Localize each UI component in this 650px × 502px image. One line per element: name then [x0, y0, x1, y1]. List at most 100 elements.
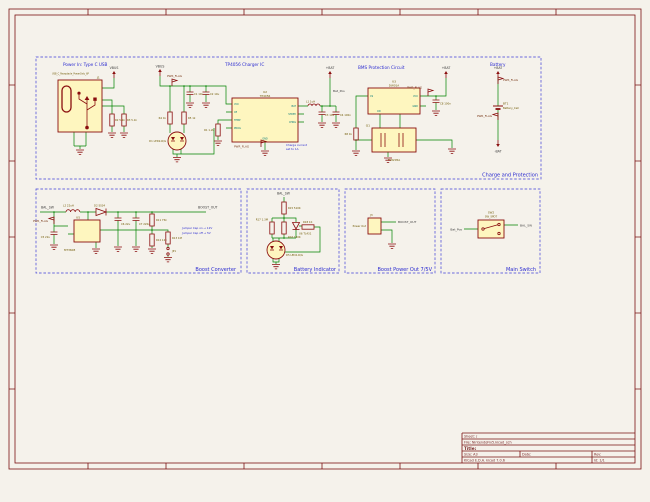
resistor-r4[interactable]: [167, 111, 173, 125]
battery-cell-symbol[interactable]: BT1 Battery_Cell: [493, 102, 519, 110]
resistor-r15[interactable]: [281, 201, 287, 215]
resistor-r11[interactable]: [149, 213, 155, 227]
indicator-led-symbol[interactable]: D5 LED2-R/G: [266, 240, 303, 260]
resistor-r8[interactable]: [353, 127, 359, 141]
usb-wires[interactable]: [73, 78, 125, 149]
pwr-flag-label[interactable]: PWR_FLAG: [167, 74, 182, 78]
boost-power-out-box[interactable]: [344, 188, 436, 274]
resistor-r3[interactable]: [121, 113, 127, 127]
vbus-power-icon[interactable]: [111, 70, 117, 79]
resistor-r12[interactable]: [149, 233, 155, 247]
bms-ic-symbol[interactable]: U3 DW01A VCC GND CS OD: [367, 80, 421, 115]
diode-d2[interactable]: D2 SS34: [94, 204, 108, 217]
gnd-icon: [75, 149, 85, 155]
resistor-r18[interactable]: [301, 224, 315, 230]
main-switch-cluster: SW2 SW_SPDT Bat_Pos BAL_SW: [450, 211, 532, 239]
charger-wires[interactable]: [159, 76, 337, 157]
switch-symbol[interactable]: SW2 SW_SPDT: [477, 211, 505, 239]
net-label-bal-sw[interactable]: BAL_SW: [41, 206, 55, 210]
net-label-bat-pos2[interactable]: Bat_Pos: [450, 228, 462, 232]
gnd-icon: [172, 157, 182, 163]
usb-input-cluster: Power In: Type C USB J1 USB_C_Receptacle…: [52, 62, 137, 155]
net-label-vbus2[interactable]: VBUS: [156, 65, 165, 69]
pwr-flag-icon[interactable]: [171, 78, 178, 87]
resistor-r2[interactable]: [109, 113, 115, 127]
net-label-boost-out2[interactable]: BOOST_OUT: [398, 220, 417, 224]
resistor-r17[interactable]: [269, 221, 275, 235]
r13-label: R13 1M: [172, 236, 182, 240]
net-label-plus-bat[interactable]: +BAT: [326, 66, 335, 70]
output-connector-symbol[interactable]: J3 Power Out: [353, 213, 382, 235]
r11-label: R11 75k: [156, 218, 167, 222]
c1-label: C1 10u: [194, 92, 204, 96]
inductor-l1[interactable]: [307, 103, 321, 107]
gnd-icon: [163, 257, 173, 263]
inductor-l2[interactable]: [65, 209, 81, 213]
gnd-icon: [107, 132, 117, 138]
boost-converter-box[interactable]: [35, 188, 242, 274]
bms-pwr-flag-label[interactable]: PWR_FLAG: [407, 86, 422, 90]
plus-bat-power-icon[interactable]: [443, 70, 449, 79]
sw2-value: SW_SPDT: [485, 215, 498, 219]
jumper-jp1[interactable]: JP1: [166, 246, 177, 256]
net-label-bal-sw3[interactable]: BAL_SW: [520, 224, 532, 228]
main-switch-wires[interactable]: [464, 224, 518, 230]
net-label-plus-bat2[interactable]: +BAT: [442, 66, 451, 70]
bms-fet-symbol[interactable]: Q1 FS8205A: [366, 124, 417, 163]
battery-cluster: Battery +BAT PWR_FLAG BT1 Battery_Cell P…: [477, 62, 519, 154]
caps-c3-c4[interactable]: [318, 111, 340, 115]
vbus-power-icon[interactable]: [157, 68, 163, 77]
pwr-flag-icon[interactable]: [427, 88, 434, 97]
minus-bat-power-icon[interactable]: [495, 139, 501, 148]
pwr-flag-icon[interactable]: [48, 216, 55, 225]
bms-wires[interactable]: [355, 78, 453, 157]
charger-ic-symbol[interactable]: U2 TP4056 VCC CE TEMP PROG BAT STDBY CHR…: [231, 90, 299, 143]
r4-label: R4 1k: [159, 116, 167, 120]
net-label-boost-out[interactable]: BOOST_OUT: [198, 206, 218, 210]
section-boxes: Charge and Protection Boost Converter Ba…: [35, 56, 542, 274]
jp1-label: JP1: [171, 249, 176, 253]
pin-gnd: GND: [262, 138, 268, 141]
battery-pwr-flag-r[interactable]: PWR_FLAG: [503, 78, 518, 82]
charge-protection-box[interactable]: [35, 56, 542, 180]
r1-label: R1 1.2k: [204, 128, 214, 132]
battery-pwr-flag-l[interactable]: PWR_FLAG: [477, 114, 492, 118]
battery-indicator-box[interactable]: [246, 188, 340, 274]
main-switch-box[interactable]: [440, 188, 541, 274]
section-label-boost: Boost Converter: [195, 267, 237, 273]
titleblock-sheet: Sheet: /: [464, 435, 478, 439]
pwr-flag2-label[interactable]: PWR_FLAG: [234, 145, 249, 149]
usb-connector-symbol[interactable]: J1 USB_C_Receptacle_PowerOnly_6P: [52, 73, 103, 133]
net-label-bal-sw2[interactable]: BAL_SW: [277, 192, 291, 196]
gnd-icon: [147, 248, 157, 254]
charge-led-symbol[interactable]: D1 LED2-R/G: [149, 131, 187, 151]
caps-c6-c7[interactable]: [114, 217, 140, 221]
resistor-r16[interactable]: [281, 221, 287, 235]
net-label-minus-bat[interactable]: -BAT: [494, 150, 501, 154]
sheet-frame: [8, 8, 642, 470]
section-label-main-switch: Main Switch: [506, 267, 536, 273]
resistor-r5[interactable]: [181, 111, 187, 125]
net-label-vbus[interactable]: VBUS: [110, 66, 119, 70]
gnd-icon: [49, 244, 59, 250]
tl431-symbol[interactable]: U6 TL431: [291, 222, 312, 236]
cap-c8[interactable]: [432, 99, 440, 103]
boost-pwr-flag[interactable]: PWR_FLAG: [33, 219, 48, 223]
net-label-plus-bat3[interactable]: +BAT: [494, 66, 503, 70]
gnd-icon: [351, 150, 361, 156]
boost-ic-symbol[interactable]: U5 MT3608: [64, 216, 101, 253]
pwr-flag-icon[interactable]: [492, 112, 499, 121]
plus-bat-power-icon[interactable]: [327, 70, 333, 79]
boost-wires[interactable]: [40, 211, 206, 257]
cap-c5[interactable]: [50, 231, 58, 235]
caps-c1-c2[interactable]: [186, 91, 210, 95]
title-block: Sheet: / File: NintendoFix5.kicad_sch Ti…: [461, 432, 635, 463]
indicator-cluster: BAL_SW R15 510K R16 120K R17 1.3M R18 1K…: [256, 192, 321, 270]
net-label-bat-pos[interactable]: Bat_Pos: [333, 89, 345, 93]
r3-label: R3 5.1k: [127, 118, 137, 122]
power-out-wires[interactable]: [381, 221, 396, 243]
resistor-r13[interactable]: [165, 231, 171, 245]
resistor-r1[interactable]: [215, 123, 221, 137]
